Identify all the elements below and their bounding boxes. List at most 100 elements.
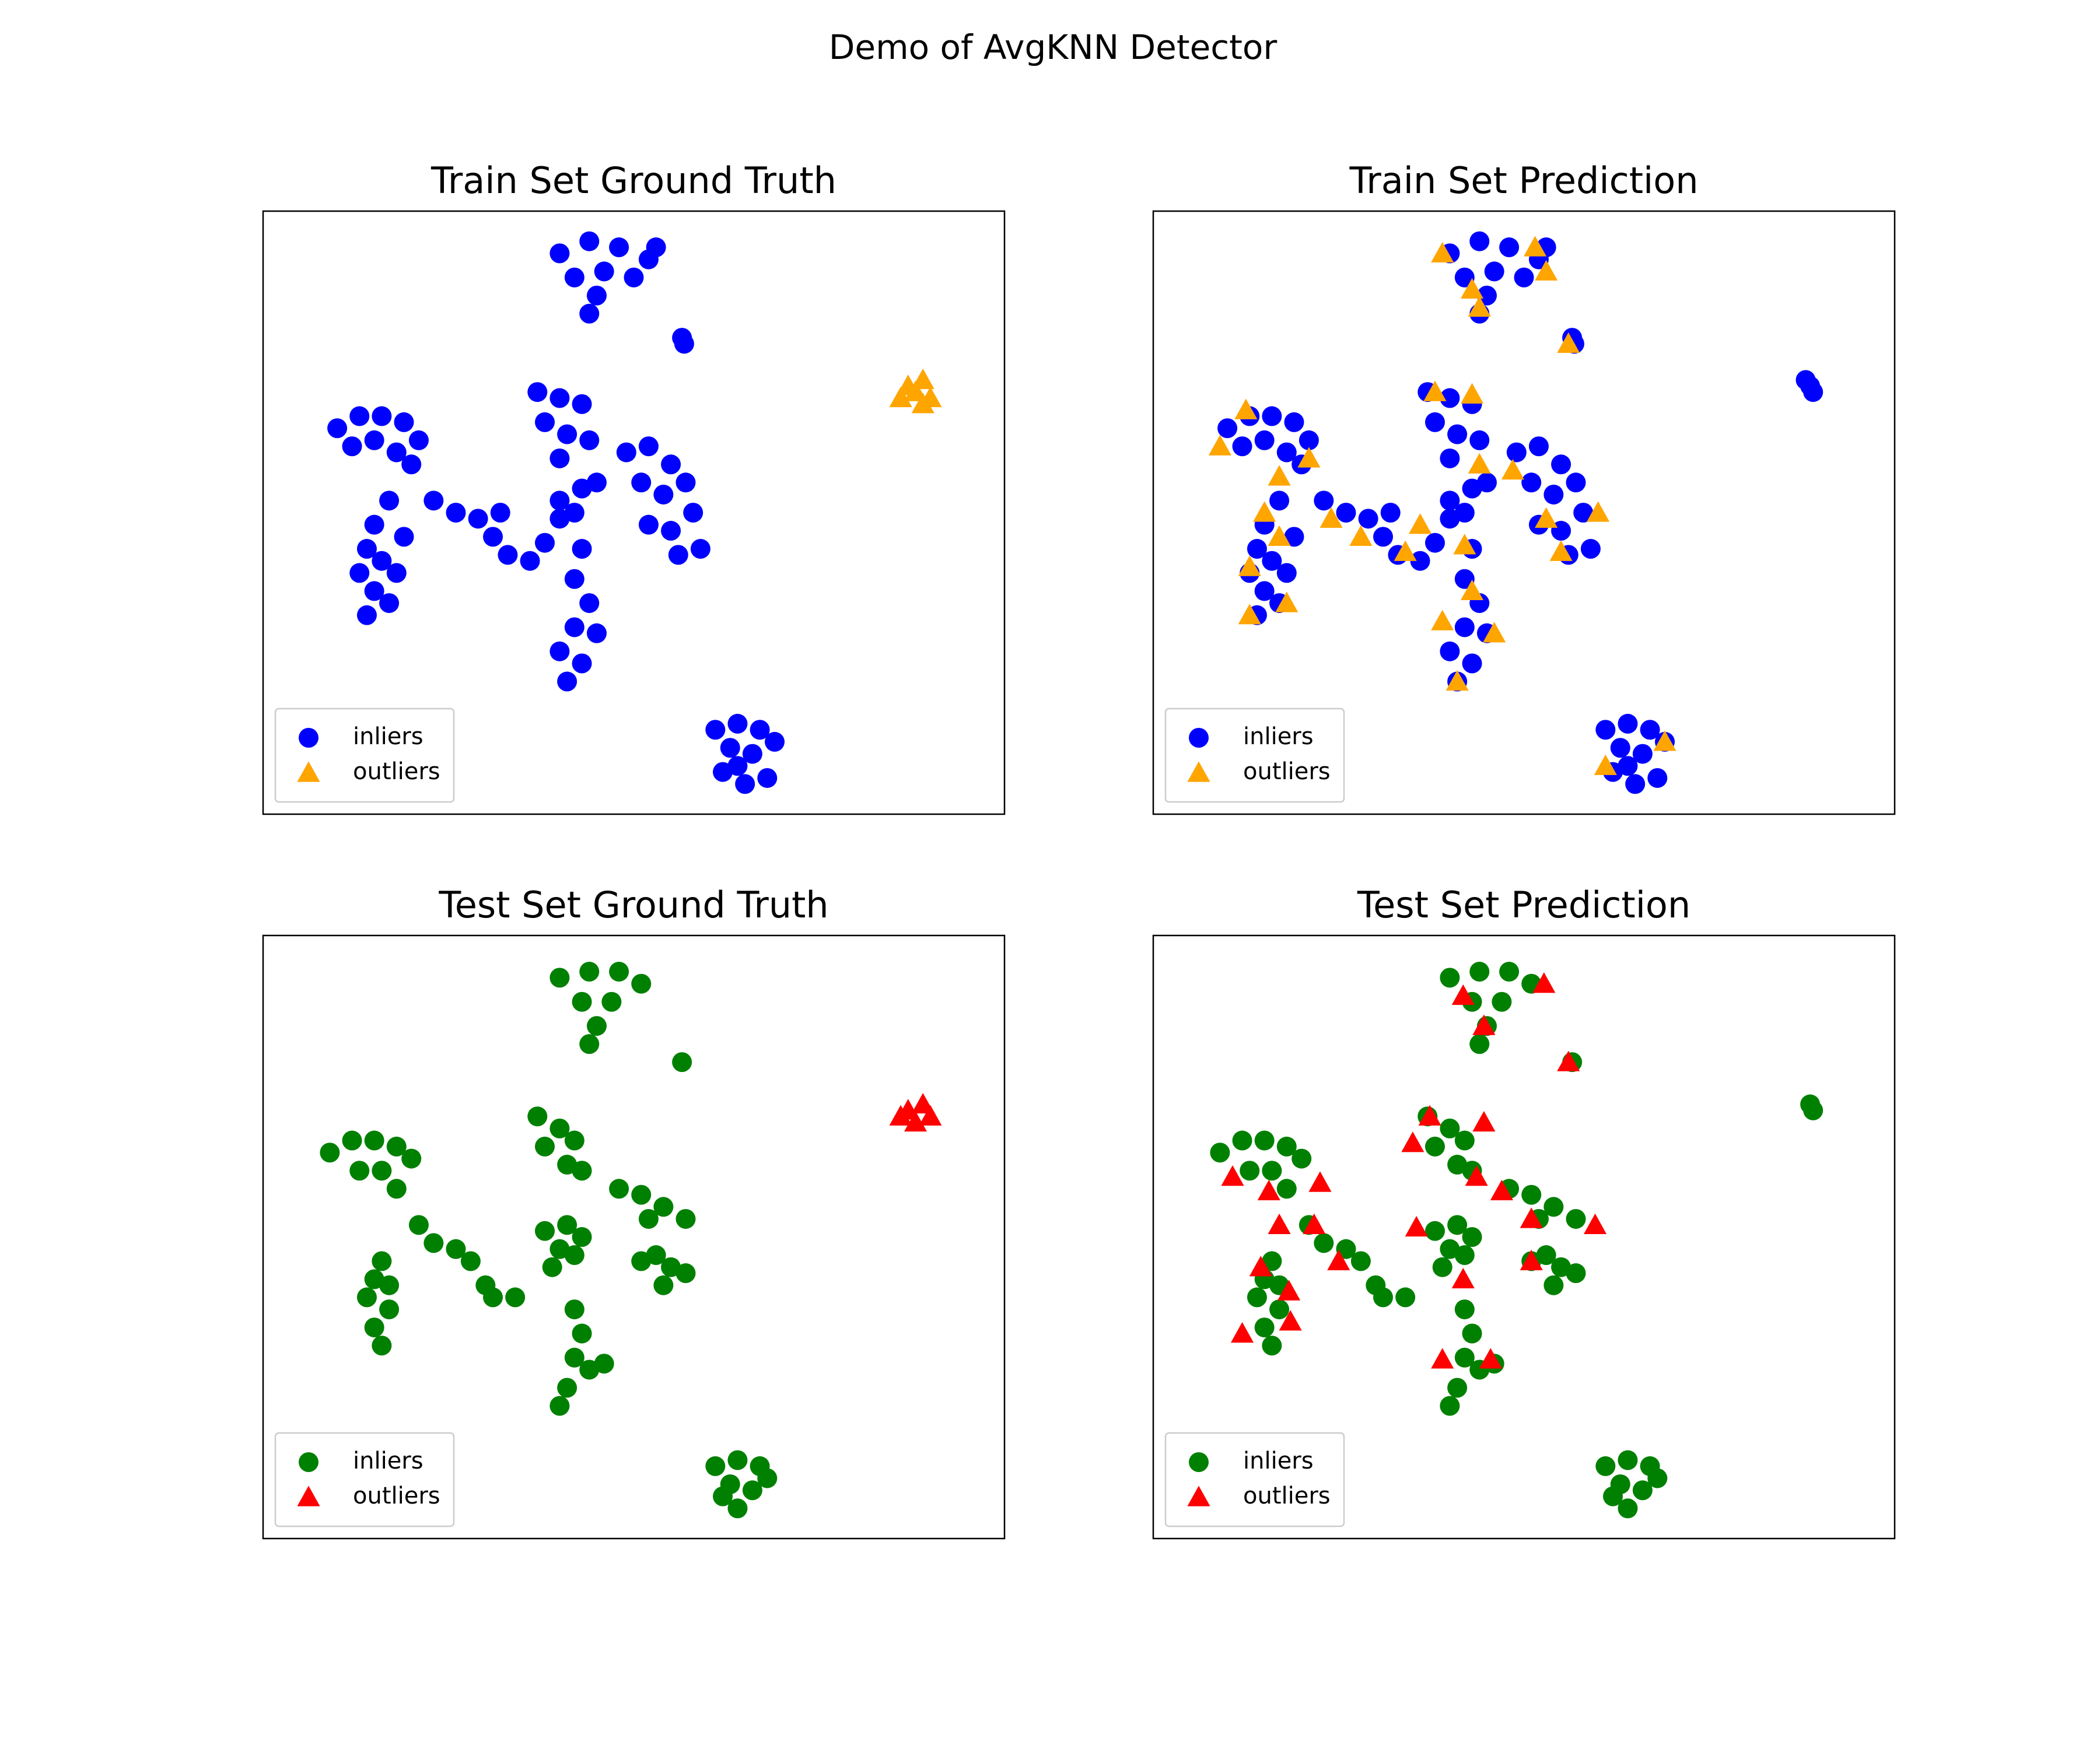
point — [579, 430, 600, 450]
point — [572, 394, 592, 414]
point — [1453, 534, 1476, 555]
point — [1532, 972, 1556, 993]
point — [564, 617, 584, 637]
point — [1424, 532, 1445, 553]
point — [572, 1227, 592, 1247]
point — [1521, 472, 1542, 493]
subplot-title: Test Set Ground Truth — [438, 884, 828, 926]
point — [1269, 1299, 1290, 1320]
point — [594, 1354, 614, 1374]
point — [638, 436, 659, 457]
point — [1314, 490, 1334, 511]
point — [372, 1336, 392, 1356]
point — [586, 1016, 607, 1036]
point — [1327, 1249, 1350, 1270]
point — [1217, 418, 1238, 439]
point — [1469, 430, 1490, 450]
point — [1566, 1208, 1586, 1229]
point — [1249, 1256, 1272, 1277]
point — [1254, 430, 1275, 450]
point — [1573, 503, 1594, 523]
point — [1580, 539, 1601, 559]
legend-label: outliers — [1243, 1483, 1331, 1509]
point — [631, 472, 652, 493]
point — [1454, 1347, 1475, 1368]
point — [564, 569, 584, 589]
point — [550, 243, 570, 264]
legend-label: outliers — [1243, 758, 1331, 785]
point — [1440, 509, 1460, 529]
point — [1483, 622, 1506, 643]
legend: inliers outliers — [274, 1432, 455, 1527]
point — [446, 1239, 466, 1259]
subplot: Test Set Ground Truth inliers outliers — [262, 884, 1006, 1540]
point — [550, 388, 570, 408]
point — [327, 418, 348, 439]
point — [889, 386, 912, 408]
point — [372, 1251, 392, 1271]
point — [1454, 617, 1475, 637]
point — [408, 1215, 429, 1235]
point — [1440, 641, 1460, 661]
point — [557, 671, 578, 692]
point — [372, 406, 392, 426]
point — [342, 1130, 362, 1151]
point — [668, 545, 688, 565]
point — [379, 490, 400, 511]
point — [364, 514, 384, 535]
point — [1566, 1263, 1586, 1284]
point — [1618, 1450, 1638, 1470]
point — [1595, 720, 1616, 740]
point — [1350, 1251, 1371, 1271]
point — [1405, 1215, 1428, 1237]
point — [631, 1185, 652, 1205]
point — [1276, 1179, 1297, 1199]
point — [1536, 1245, 1556, 1266]
point — [586, 285, 607, 306]
point — [534, 1136, 555, 1157]
point — [1268, 465, 1291, 486]
point — [727, 756, 748, 776]
point — [460, 1251, 481, 1271]
point — [557, 1215, 578, 1235]
point — [468, 509, 488, 529]
point — [705, 720, 726, 740]
point — [1454, 1299, 1475, 1320]
point — [498, 545, 518, 565]
point — [1535, 260, 1558, 281]
point — [638, 1208, 659, 1229]
point — [1618, 756, 1638, 776]
point — [1462, 478, 1482, 499]
points — [1210, 962, 1824, 1519]
point — [579, 1359, 600, 1380]
point — [1230, 1322, 1254, 1343]
point — [424, 1233, 444, 1253]
point — [631, 973, 652, 994]
point — [1454, 569, 1475, 589]
point — [1373, 527, 1394, 547]
point — [394, 412, 414, 432]
point — [1479, 1348, 1502, 1369]
point — [661, 1257, 681, 1277]
point — [1447, 1215, 1468, 1235]
point — [386, 563, 407, 583]
point — [1440, 968, 1460, 988]
point — [557, 1154, 578, 1175]
point — [1454, 1245, 1475, 1266]
point — [1431, 241, 1454, 263]
point — [579, 231, 600, 251]
point — [1431, 1348, 1454, 1369]
point — [364, 581, 384, 601]
point — [1409, 513, 1432, 534]
point — [646, 1245, 666, 1266]
point — [1594, 754, 1617, 775]
point — [550, 641, 570, 661]
point — [1284, 412, 1304, 432]
point — [1401, 1131, 1424, 1152]
point — [1468, 453, 1491, 474]
point — [1303, 1213, 1326, 1234]
point — [1336, 503, 1356, 523]
point — [364, 1269, 384, 1290]
point — [1492, 991, 1512, 1012]
